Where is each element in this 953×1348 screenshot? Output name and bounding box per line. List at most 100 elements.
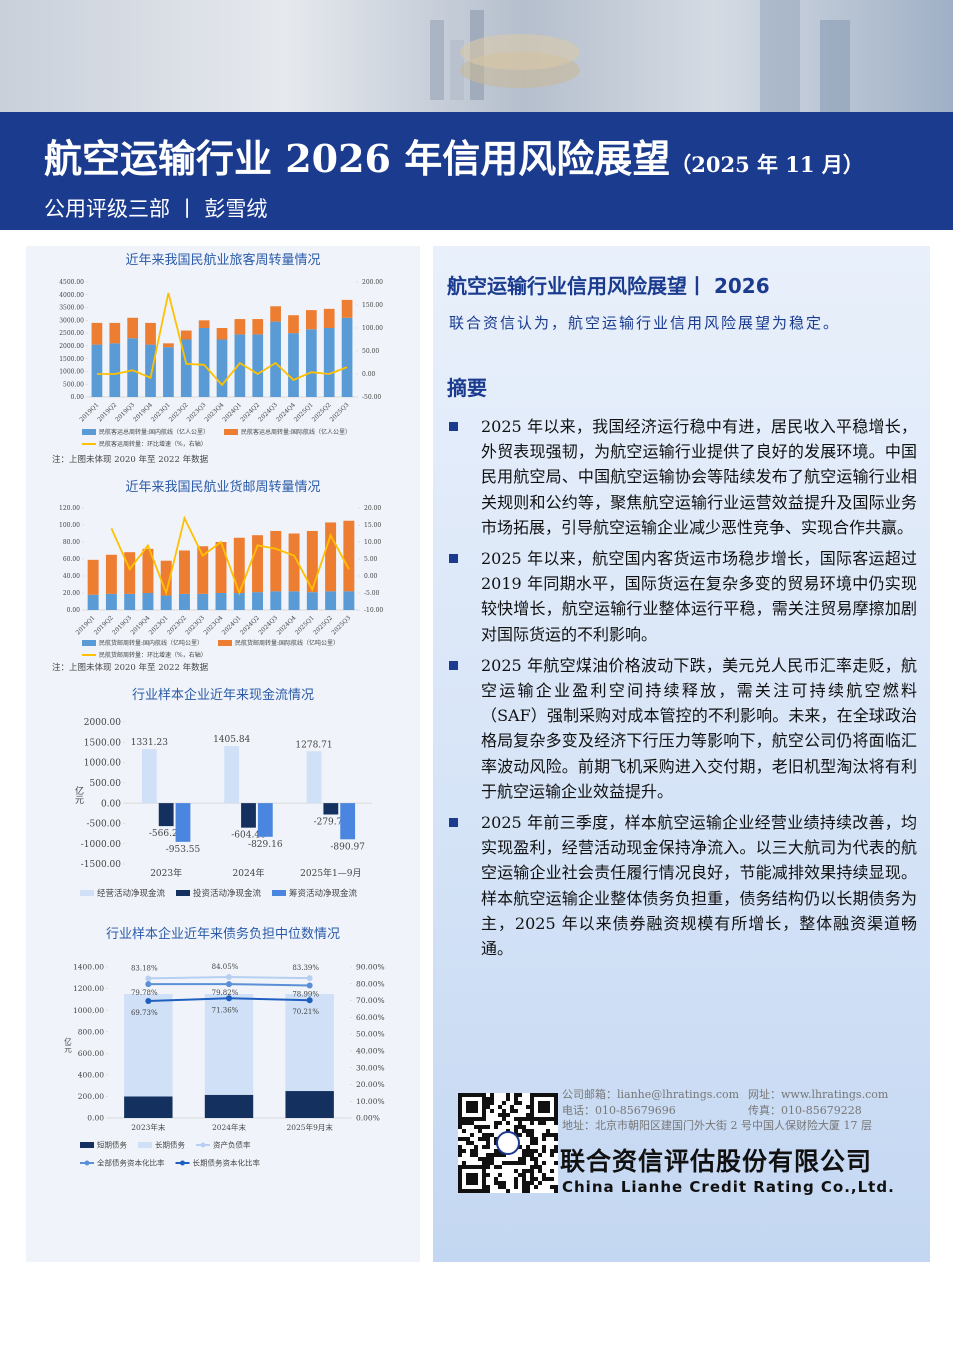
qr-module	[538, 1153, 542, 1157]
qr-module	[474, 1109, 478, 1113]
bar	[163, 343, 174, 348]
qr-module	[530, 1181, 534, 1185]
qr-module	[542, 1149, 546, 1153]
y-tick-label: 200.00	[78, 1092, 104, 1101]
qr-module	[494, 1125, 498, 1129]
y2-tick-label: 50.00	[362, 348, 379, 355]
qr-module	[466, 1181, 470, 1185]
bar	[163, 347, 174, 397]
y-tick-label: 1000.00	[59, 369, 84, 376]
value-label: -829.16	[248, 840, 283, 850]
qr-module	[530, 1157, 534, 1161]
qr-module	[530, 1137, 534, 1141]
bar	[306, 592, 318, 610]
qr-module	[538, 1165, 542, 1169]
qr-module	[554, 1101, 558, 1105]
qr-module	[530, 1097, 534, 1101]
bar	[175, 803, 191, 842]
qr-module	[470, 1141, 474, 1145]
qr-module	[522, 1149, 526, 1153]
x-tick-label: 2024年末	[212, 1122, 247, 1132]
qr-module	[546, 1177, 550, 1181]
qr-module	[462, 1093, 466, 1097]
bar	[252, 592, 264, 610]
qr-module	[478, 1165, 482, 1169]
bar	[109, 343, 121, 397]
line	[148, 983, 310, 987]
qr-module	[530, 1105, 534, 1109]
qr-module	[542, 1109, 546, 1113]
qr-module	[458, 1149, 462, 1153]
qr-module	[530, 1113, 534, 1117]
qr-module	[522, 1177, 526, 1181]
qr-module	[530, 1177, 534, 1181]
qr-module	[522, 1173, 526, 1177]
website: 网址：www.lhratings.com	[748, 1088, 889, 1101]
qr-module	[550, 1177, 554, 1181]
bar	[306, 530, 318, 593]
qr-module	[502, 1117, 506, 1121]
qr-module	[458, 1121, 462, 1125]
qr-module	[474, 1181, 478, 1185]
qr-module	[498, 1165, 502, 1169]
bar	[343, 591, 355, 610]
bar	[145, 322, 156, 345]
qr-module	[530, 1165, 534, 1169]
qr-module	[462, 1189, 466, 1193]
qr-module	[494, 1137, 498, 1141]
y-tick-label: 60.00	[63, 556, 80, 563]
y-tick-label: 20.00	[63, 590, 80, 597]
y-tick-label: 3500.00	[59, 305, 84, 312]
value-label: 84.05%	[212, 963, 239, 971]
qr-module	[522, 1117, 526, 1121]
qr-module	[514, 1169, 518, 1173]
value-label: -566.27	[149, 829, 184, 839]
y2-tick-label: 20.00	[364, 505, 381, 512]
qr-module	[470, 1177, 474, 1181]
bar	[305, 310, 317, 330]
qr-module	[506, 1113, 510, 1117]
qr-module	[494, 1177, 498, 1181]
summary-item: 2025 年以来，我国经济运行稳中有进，居民收入平稳增长，外贸表现强韧，为航空运…	[447, 414, 917, 540]
qr-module	[554, 1161, 558, 1165]
qr-module	[538, 1093, 542, 1097]
qr-module	[542, 1117, 546, 1121]
bar	[141, 749, 157, 804]
qr-module	[522, 1185, 526, 1189]
y-tick-label: -1000.00	[81, 840, 122, 850]
qr-module	[546, 1093, 550, 1097]
qr-module	[502, 1161, 506, 1165]
qr-module	[518, 1145, 522, 1149]
qr-module	[486, 1133, 490, 1137]
qr-module	[486, 1173, 490, 1177]
qr-module	[462, 1117, 466, 1121]
qr-module	[482, 1157, 486, 1161]
chart: 行业样本企业近年来现金流情况 -1500.00 -1000.00 -500.00 0.0…	[73, 687, 372, 899]
qr-module	[490, 1161, 494, 1165]
y2-tick-label: 0.00	[364, 573, 378, 580]
qr-module	[458, 1125, 462, 1129]
qr-module	[494, 1165, 498, 1169]
bar	[87, 594, 99, 610]
qr-module	[482, 1185, 486, 1189]
line	[148, 997, 310, 1002]
qr-module	[542, 1133, 546, 1137]
qr-module	[554, 1105, 558, 1109]
qr-module	[458, 1169, 462, 1173]
qr-module	[530, 1173, 534, 1177]
y-tick-label: 0.00	[67, 607, 81, 614]
qr-module	[482, 1169, 486, 1173]
qr-module	[474, 1093, 478, 1097]
qr-module	[530, 1153, 534, 1157]
y-tick-label: 1400.00	[73, 963, 104, 972]
bar	[160, 560, 172, 596]
qr-module	[466, 1141, 470, 1145]
qr-module	[486, 1097, 490, 1101]
qr-module	[458, 1113, 462, 1117]
bar	[142, 593, 154, 610]
qr-module	[502, 1101, 506, 1105]
value-label: 83.39%	[292, 964, 319, 972]
qr-module	[546, 1129, 550, 1133]
bar	[127, 317, 139, 339]
qr-module	[490, 1133, 494, 1137]
